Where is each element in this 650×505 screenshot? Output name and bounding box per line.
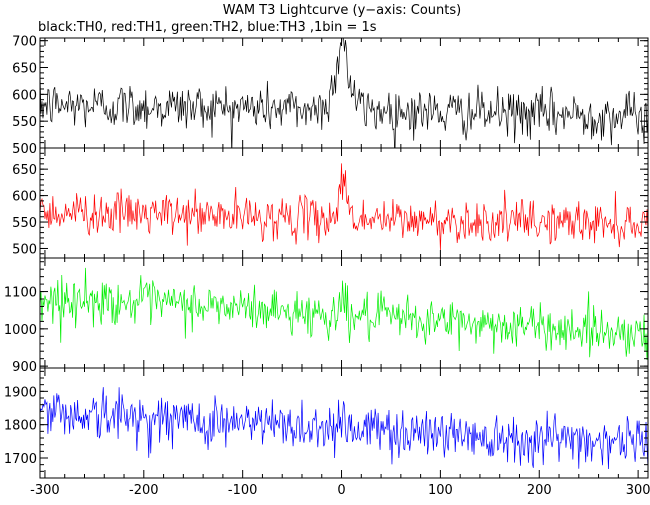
series-line-th2 [40, 267, 648, 361]
chart-title: WAM T3 Lightcurve (y−axis: Counts) [223, 3, 461, 18]
y-tick-label: 1100 [4, 286, 37, 301]
y-tick-label: 1000 [4, 323, 37, 338]
y-tick-label: 550 [12, 115, 37, 130]
y-tick-label: 600 [12, 88, 37, 103]
y-tick-label: 500 [12, 242, 37, 257]
x-tick-label: -100 [228, 483, 258, 498]
series-line-th0 [40, 38, 648, 148]
x-tick-label: 300 [626, 483, 650, 498]
y-tick-label: 900 [12, 360, 37, 375]
series-line-th3 [40, 387, 648, 470]
y-tick-label: 1800 [4, 419, 37, 434]
panel-frame [39, 257, 649, 369]
chart-subtitle: black:TH0, red:TH1, green:TH2, blue:TH3 … [38, 20, 377, 35]
panel-frame [39, 367, 649, 479]
panel-th1: 500 550 600 650 [12, 147, 649, 259]
x-tick-label: 100 [428, 483, 453, 498]
y-tick-label: 550 [12, 216, 37, 231]
y-tick-label: 700 [12, 35, 37, 50]
x-tick-label: 200 [527, 483, 552, 498]
x-tick-label: -300 [30, 483, 60, 498]
y-tick-label: 650 [12, 163, 37, 178]
panels-group: 500 550 600 650 700 500 550 600 650 900 1000 1100 17… [4, 35, 649, 479]
y-tick-label: 1700 [4, 452, 37, 467]
x-tick-label: 0 [337, 483, 345, 498]
panel-th2: 900 1000 1100 [4, 257, 649, 375]
series-line-th1 [40, 163, 648, 251]
y-tick-label: 1900 [4, 385, 37, 400]
panel-frame [39, 37, 649, 149]
panel-th0: 500 550 600 650 700 [12, 35, 649, 157]
y-tick-label: 650 [12, 62, 37, 77]
x-tick-label: -200 [129, 483, 159, 498]
panel-th3: 1700 1800 1900 [4, 367, 649, 479]
y-tick-label: 600 [12, 190, 37, 205]
x-axis: -300 -200 -100 0 100 200 300 [30, 483, 650, 498]
y-tick-label: 500 [12, 142, 37, 157]
